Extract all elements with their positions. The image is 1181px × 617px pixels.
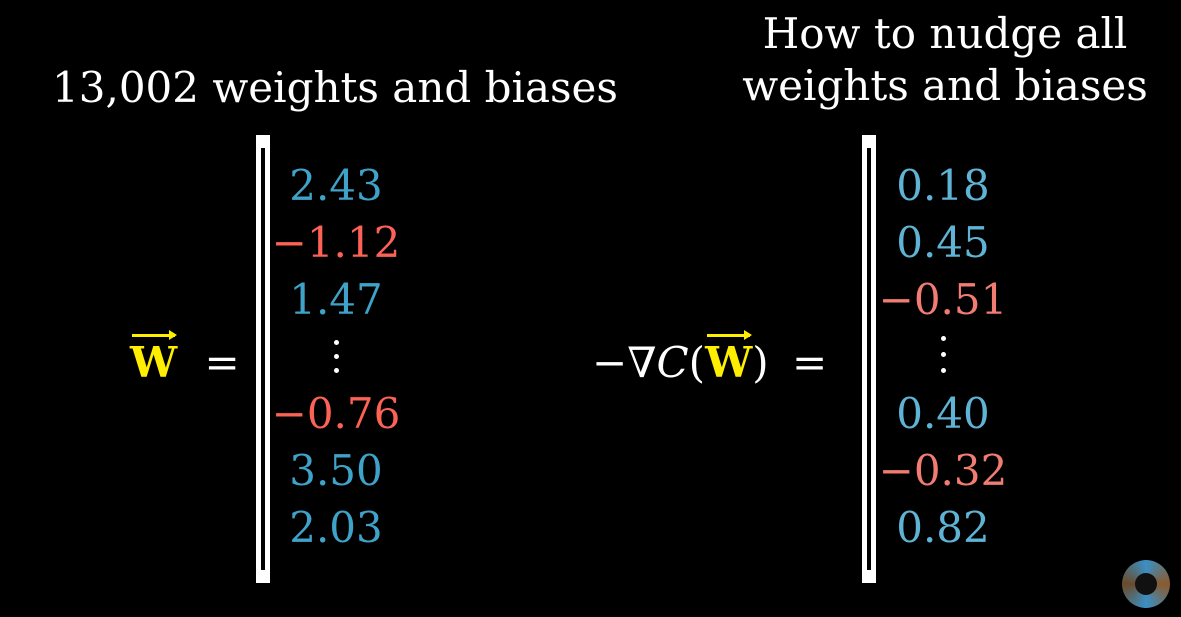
matrix-entry: 0.82 [896,503,990,552]
left-title: 13,002 weights and biases [40,62,630,114]
weights-vector-symbol: W [705,330,753,387]
equals-sign: = [204,338,240,387]
right-title-line2: weights and biases [742,61,1148,110]
negative-gradient-expression: −∇C(W) = [592,330,828,387]
matrix-entry: 2.03 [289,503,383,552]
matrix-entry: −1.12 [271,218,401,267]
right-bracket [862,135,876,583]
close-paren: ) [752,338,769,387]
matrix-entry: −0.32 [878,446,1008,495]
weights-vector-letter: W [705,338,753,387]
weights-vector-symbol: W [130,330,178,387]
gradient-matrix: 0.18 0.45 −0.51 0.40 −0.32 0.82 [862,135,1024,583]
negative-nabla: −∇ [592,338,657,387]
3blue1brown-pi-eye-icon [1122,560,1170,608]
vector-arrow-icon [132,330,178,340]
cost-function-symbol: C [656,338,689,387]
matrix-entry: 2.43 [289,161,383,210]
vertical-ellipsis-icon [876,328,1010,385]
vertical-ellipsis-icon [270,328,402,385]
matrix-entry: 0.40 [896,389,990,438]
open-paren: ( [688,338,706,387]
vector-arrow-icon [707,330,753,340]
gradient-matrix-entries: 0.18 0.45 −0.51 0.40 −0.32 0.82 [876,157,1010,556]
right-bracket [256,135,270,583]
matrix-entry: 3.50 [289,446,383,495]
right-title-line1: How to nudge all [762,9,1128,58]
weights-vector-expression: W = [130,330,240,387]
matrix-entry: −0.76 [271,389,401,438]
matrix-entry: 0.18 [896,161,990,210]
matrix-entry: 1.47 [289,275,383,324]
equals-sign: = [791,338,828,387]
weights-matrix: 2.43 −1.12 1.47 −0.76 3.50 2.03 [256,135,416,583]
matrix-entry: 0.45 [896,218,990,267]
weights-matrix-entries: 2.43 −1.12 1.47 −0.76 3.50 2.03 [270,157,402,556]
weights-vector-letter: W [130,338,178,387]
right-title: How to nudge all weights and biases [730,8,1160,112]
matrix-entry: −0.51 [878,275,1008,324]
left-title-text: 13,002 weights and biases [52,63,618,112]
